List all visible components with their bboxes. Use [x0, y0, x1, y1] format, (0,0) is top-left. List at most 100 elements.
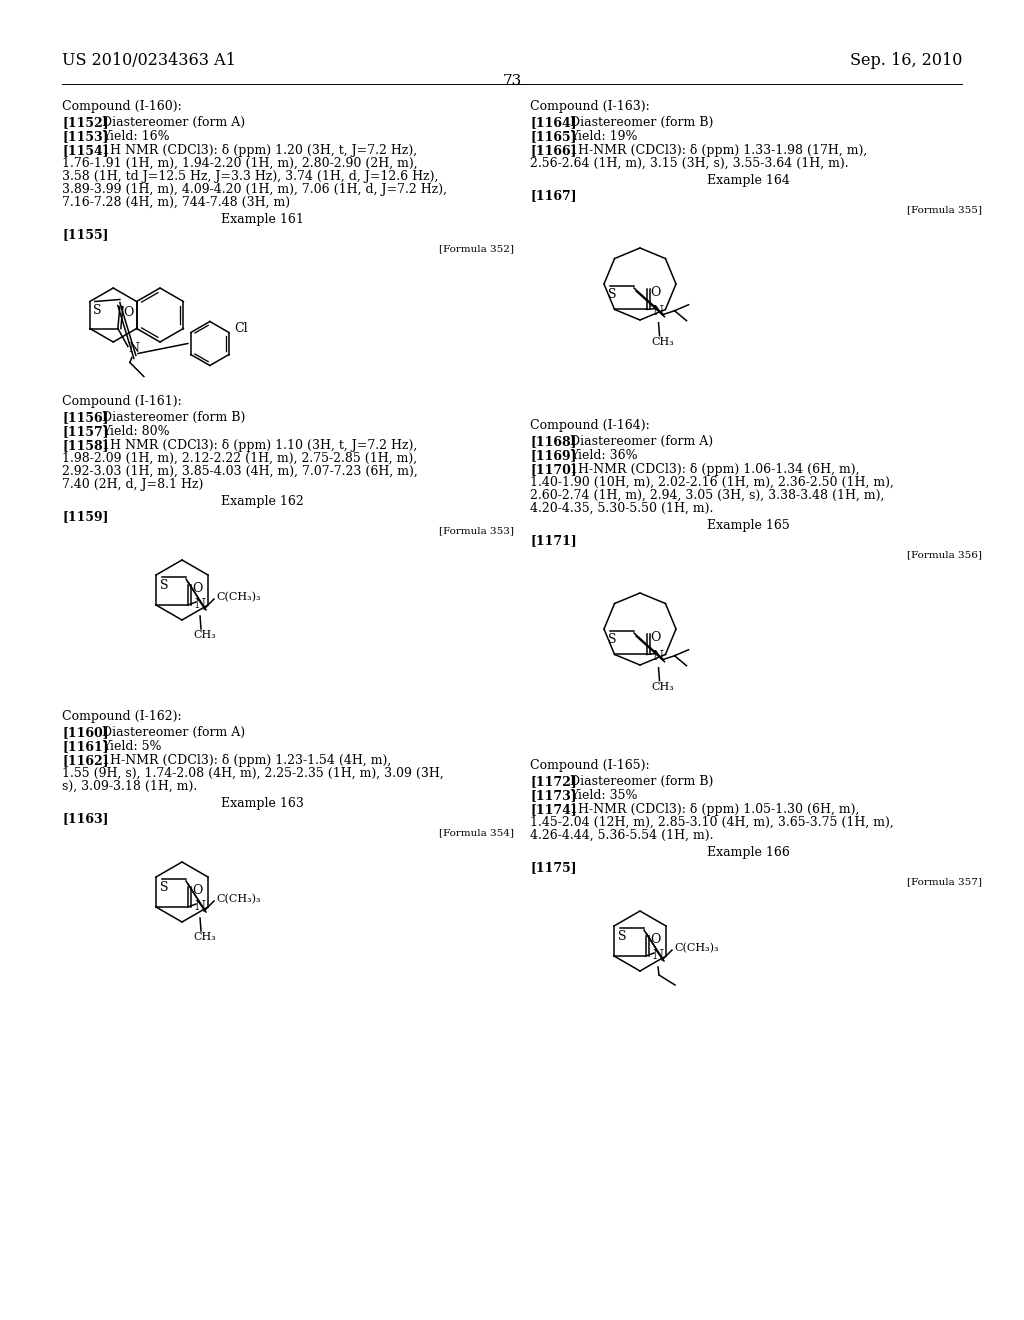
Text: N: N [652, 949, 663, 962]
Text: [1160]: [1160] [62, 726, 109, 739]
Text: [Formula 357]: [Formula 357] [907, 876, 982, 886]
Text: N: N [652, 305, 664, 318]
Text: Compound (I-163):: Compound (I-163): [530, 100, 650, 114]
Text: N: N [128, 342, 139, 355]
Text: Yield: 80%: Yield: 80% [102, 425, 170, 438]
Text: Diastereomer (form A): Diastereomer (form A) [570, 436, 713, 447]
Text: Example 164: Example 164 [707, 174, 790, 187]
Text: [1167]: [1167] [530, 189, 577, 202]
Text: O: O [123, 306, 133, 319]
Text: Example 162: Example 162 [220, 495, 303, 508]
Text: 1.55 (9H, s), 1.74-2.08 (4H, m), 2.25-2.35 (1H, m), 3.09 (3H,: 1.55 (9H, s), 1.74-2.08 (4H, m), 2.25-2.… [62, 767, 443, 780]
Text: N: N [652, 649, 664, 663]
Text: CH₃: CH₃ [193, 630, 216, 640]
Text: [1171]: [1171] [530, 535, 577, 546]
Text: [1175]: [1175] [530, 861, 577, 874]
Text: US 2010/0234363 A1: US 2010/0234363 A1 [62, 51, 236, 69]
Text: Yield: 5%: Yield: 5% [102, 741, 162, 752]
Text: [Formula 353]: [Formula 353] [439, 525, 514, 535]
Text: 4.20-4.35, 5.30-5.50 (1H, m).: 4.20-4.35, 5.30-5.50 (1H, m). [530, 502, 714, 515]
Text: 1H-NMR (CDCl3): δ (ppm) 1.05-1.30 (6H, m),: 1H-NMR (CDCl3): δ (ppm) 1.05-1.30 (6H, m… [570, 803, 859, 816]
Text: 1.76-1.91 (1H, m), 1.94-2.20 (1H, m), 2.80-2.90 (2H, m),: 1.76-1.91 (1H, m), 1.94-2.20 (1H, m), 2.… [62, 157, 418, 170]
Text: 7.40 (2H, d, J=8.1 Hz): 7.40 (2H, d, J=8.1 Hz) [62, 478, 204, 491]
Text: Example 163: Example 163 [220, 797, 303, 810]
Text: O: O [193, 582, 203, 595]
Text: 1H-NMR (CDCl3): δ (ppm) 1.33-1.98 (17H, m),: 1H-NMR (CDCl3): δ (ppm) 1.33-1.98 (17H, … [570, 144, 867, 157]
Text: [1169]: [1169] [530, 449, 577, 462]
Text: 2.92-3.03 (1H, m), 3.85-4.03 (4H, m), 7.07-7.23 (6H, m),: 2.92-3.03 (1H, m), 3.85-4.03 (4H, m), 7.… [62, 465, 418, 478]
Text: Compound (I-164):: Compound (I-164): [530, 418, 650, 432]
Text: 1H-NMR (CDCl3): δ (ppm) 1.23-1.54 (4H, m),: 1H-NMR (CDCl3): δ (ppm) 1.23-1.54 (4H, m… [102, 754, 391, 767]
Text: O: O [650, 286, 660, 300]
Text: [1173]: [1173] [530, 789, 577, 803]
Text: [1159]: [1159] [62, 510, 109, 523]
Text: [1152]: [1152] [62, 116, 109, 129]
Text: [1156]: [1156] [62, 411, 109, 424]
Text: s), 3.09-3.18 (1H, m).: s), 3.09-3.18 (1H, m). [62, 780, 198, 793]
Text: [Formula 356]: [Formula 356] [907, 550, 982, 558]
Text: S: S [618, 931, 627, 942]
Text: [1154]: [1154] [62, 144, 109, 157]
Text: Cl: Cl [233, 322, 248, 334]
Text: O: O [650, 933, 660, 946]
Text: Diastereomer (form A): Diastereomer (form A) [102, 116, 245, 129]
Text: [1157]: [1157] [62, 425, 109, 438]
Text: Yield: 36%: Yield: 36% [570, 449, 638, 462]
Text: CH₃: CH₃ [651, 337, 674, 347]
Text: S: S [160, 579, 169, 591]
Text: 3.58 (1H, td J=12.5 Hz, J=3.3 Hz), 3.74 (1H, d, J=12.6 Hz),: 3.58 (1H, td J=12.5 Hz, J=3.3 Hz), 3.74 … [62, 170, 438, 183]
Text: [1162]: [1162] [62, 754, 109, 767]
Text: Diastereomer (form B): Diastereomer (form B) [570, 116, 714, 129]
Text: Compound (I-161):: Compound (I-161): [62, 395, 181, 408]
Text: Compound (I-162):: Compound (I-162): [62, 710, 181, 723]
Text: Example 161: Example 161 [220, 213, 303, 226]
Text: Yield: 19%: Yield: 19% [570, 129, 638, 143]
Text: [1163]: [1163] [62, 812, 109, 825]
Text: C(CH₃)₃: C(CH₃)₃ [674, 942, 719, 953]
Text: N: N [194, 900, 205, 913]
Text: 1H NMR (CDCl3): δ (ppm) 1.10 (3H, t, J=7.2 Hz),: 1H NMR (CDCl3): δ (ppm) 1.10 (3H, t, J=7… [102, 440, 417, 451]
Text: N: N [194, 598, 205, 611]
Text: Example 166: Example 166 [707, 846, 790, 859]
Text: Diastereomer (form B): Diastereomer (form B) [570, 775, 714, 788]
Text: S: S [608, 634, 616, 645]
Text: Diastereomer (form A): Diastereomer (form A) [102, 726, 245, 739]
Text: O: O [193, 884, 203, 898]
Text: 3.89-3.99 (1H, m), 4.09-4.20 (1H, m), 7.06 (1H, d, J=7.2 Hz),: 3.89-3.99 (1H, m), 4.09-4.20 (1H, m), 7.… [62, 183, 447, 195]
Text: S: S [93, 305, 101, 318]
Text: [Formula 355]: [Formula 355] [907, 205, 982, 214]
Text: 73: 73 [503, 74, 521, 88]
Text: [1170]: [1170] [530, 463, 577, 477]
Text: S: S [608, 288, 616, 301]
Text: [1172]: [1172] [530, 775, 577, 788]
Text: 2.56-2.64 (1H, m), 3.15 (3H, s), 3.55-3.64 (1H, m).: 2.56-2.64 (1H, m), 3.15 (3H, s), 3.55-3.… [530, 157, 849, 170]
Text: Compound (I-160):: Compound (I-160): [62, 100, 181, 114]
Text: 7.16-7.28 (4H, m), 744-7.48 (3H, m): 7.16-7.28 (4H, m), 744-7.48 (3H, m) [62, 195, 290, 209]
Text: [Formula 352]: [Formula 352] [439, 244, 514, 253]
Text: 1.40-1.90 (10H, m), 2.02-2.16 (1H, m), 2.36-2.50 (1H, m),: 1.40-1.90 (10H, m), 2.02-2.16 (1H, m), 2… [530, 477, 894, 488]
Text: [1174]: [1174] [530, 803, 577, 816]
Text: 1H NMR (CDCl3): δ (ppm) 1.20 (3H, t, J=7.2 Hz),: 1H NMR (CDCl3): δ (ppm) 1.20 (3H, t, J=7… [102, 144, 417, 157]
Text: Compound (I-165):: Compound (I-165): [530, 759, 649, 772]
Text: C(CH₃)₃: C(CH₃)₃ [216, 894, 260, 904]
Text: CH₃: CH₃ [651, 681, 674, 692]
Text: [1166]: [1166] [530, 144, 577, 157]
Text: 1.45-2.04 (12H, m), 2.85-3.10 (4H, m), 3.65-3.75 (1H, m),: 1.45-2.04 (12H, m), 2.85-3.10 (4H, m), 3… [530, 816, 894, 829]
Text: Yield: 16%: Yield: 16% [102, 129, 170, 143]
Text: [1155]: [1155] [62, 228, 109, 242]
Text: Yield: 35%: Yield: 35% [570, 789, 638, 803]
Text: Example 165: Example 165 [707, 519, 790, 532]
Text: 1H-NMR (CDCl3): δ (ppm) 1.06-1.34 (6H, m),: 1H-NMR (CDCl3): δ (ppm) 1.06-1.34 (6H, m… [570, 463, 859, 477]
Text: C(CH₃)₃: C(CH₃)₃ [216, 591, 260, 602]
Text: 1.98-2.09 (1H, m), 2.12-2.22 (1H, m), 2.75-2.85 (1H, m),: 1.98-2.09 (1H, m), 2.12-2.22 (1H, m), 2.… [62, 451, 417, 465]
Text: CH₃: CH₃ [193, 932, 216, 942]
Text: [1161]: [1161] [62, 741, 109, 752]
Text: O: O [650, 631, 660, 644]
Text: [1168]: [1168] [530, 436, 577, 447]
Text: S: S [160, 880, 169, 894]
Text: 2.60-2.74 (1H, m), 2.94, 3.05 (3H, s), 3.38-3.48 (1H, m),: 2.60-2.74 (1H, m), 2.94, 3.05 (3H, s), 3… [530, 488, 885, 502]
Text: [1164]: [1164] [530, 116, 577, 129]
Text: [1165]: [1165] [530, 129, 577, 143]
Text: [Formula 354]: [Formula 354] [439, 828, 514, 837]
Text: 4.26-4.44, 5.36-5.54 (1H, m).: 4.26-4.44, 5.36-5.54 (1H, m). [530, 829, 714, 842]
